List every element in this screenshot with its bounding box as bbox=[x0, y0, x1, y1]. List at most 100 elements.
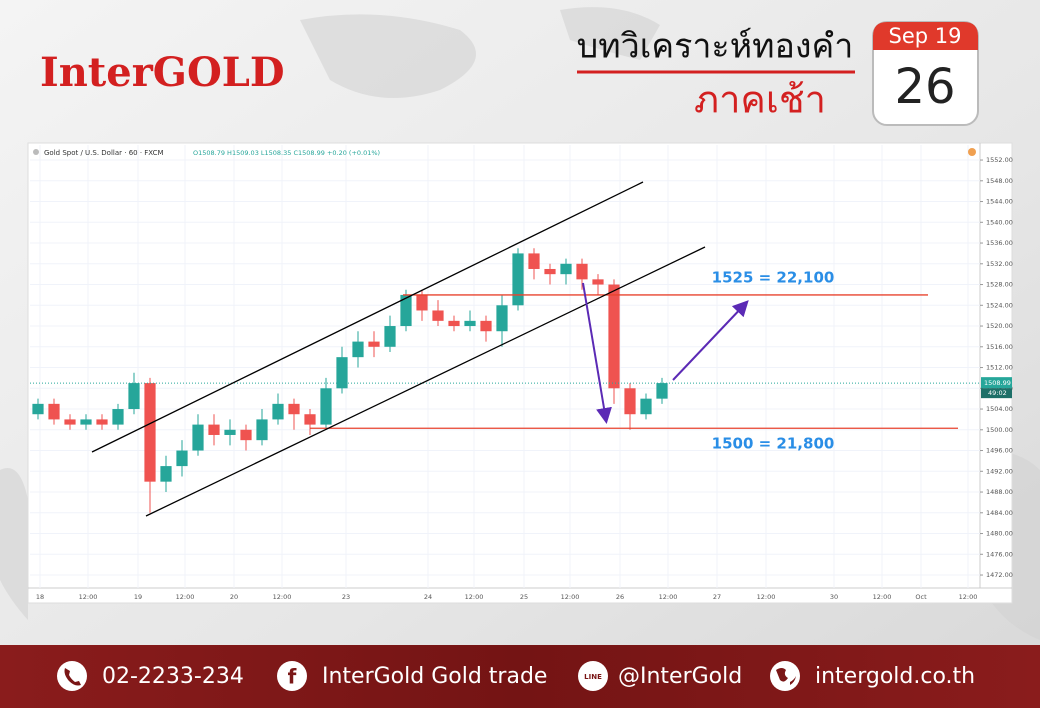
x-tick-label: 23 bbox=[342, 593, 350, 601]
footer-bar bbox=[0, 645, 1040, 708]
settings-dot bbox=[968, 148, 976, 156]
candle-body bbox=[320, 388, 332, 425]
candle-body bbox=[560, 263, 572, 275]
x-tick-label: 12:00 bbox=[79, 593, 98, 601]
candle-body bbox=[544, 268, 556, 275]
x-tick-label: 12:00 bbox=[176, 593, 195, 601]
candle-body bbox=[240, 429, 252, 441]
y-tick-label: 1528.00 bbox=[986, 281, 1013, 289]
phone-glyph bbox=[64, 668, 81, 686]
x-tick-label: 26 bbox=[616, 593, 624, 601]
grid bbox=[30, 145, 980, 588]
candle-body bbox=[304, 414, 316, 425]
y-tick-label: 1492.00 bbox=[986, 467, 1013, 475]
facebook-glyph: f bbox=[288, 665, 297, 689]
arrow-down bbox=[582, 282, 612, 424]
candle-body bbox=[496, 305, 508, 332]
channel-lower bbox=[145, 246, 706, 517]
footer-line: @InterGold bbox=[618, 664, 742, 689]
y-tick-label: 1512.00 bbox=[986, 364, 1013, 372]
candle-body bbox=[176, 450, 188, 467]
y-tick-label: 1484.00 bbox=[986, 509, 1013, 517]
candle-body bbox=[640, 398, 652, 415]
candle-body bbox=[144, 383, 156, 482]
candle-body bbox=[256, 419, 268, 441]
y-tick-label: 1524.00 bbox=[986, 301, 1013, 309]
candle-body bbox=[416, 294, 428, 311]
y-tick-label: 1532.00 bbox=[986, 260, 1013, 268]
level-label: 1525 = 22,100 bbox=[712, 268, 835, 286]
x-tick-label: 24 bbox=[424, 593, 432, 601]
last-price-box bbox=[981, 377, 1012, 389]
x-tick-label: 30 bbox=[830, 593, 838, 601]
y-tick-label: 1520.00 bbox=[986, 322, 1013, 330]
calendar-day: 26 bbox=[894, 59, 955, 115]
candle-body bbox=[400, 294, 412, 327]
candle-body bbox=[384, 326, 396, 347]
candle-body bbox=[272, 403, 284, 420]
chart-title: Gold Spot / U.S. Dollar · 60 · FXCM bbox=[44, 149, 164, 157]
y-tick-label: 1480.00 bbox=[986, 530, 1013, 538]
countdown-label: 49:02 bbox=[988, 389, 1007, 397]
y-tick-label: 1548.00 bbox=[986, 177, 1013, 185]
x-tick-label: 12:00 bbox=[959, 593, 978, 601]
x-tick-label: 19 bbox=[134, 593, 142, 601]
candle-body bbox=[656, 383, 668, 399]
plot: 1525 = 22,100 1500 = 21,800 bbox=[30, 248, 980, 513]
y-tick-label: 1552.00 bbox=[986, 156, 1013, 164]
candle-body bbox=[576, 263, 588, 280]
logo: InterGOLD bbox=[40, 49, 285, 96]
y-tick-label: 1476.00 bbox=[986, 550, 1013, 558]
x-tick-label: 12:00 bbox=[465, 593, 484, 601]
y-tick-label: 1544.00 bbox=[986, 198, 1013, 206]
footer-facebook: InterGold Gold trade bbox=[322, 664, 547, 689]
y-tick-label: 1472.00 bbox=[986, 571, 1013, 579]
candle-body bbox=[208, 424, 220, 435]
arrow-up bbox=[672, 300, 749, 381]
x-tick-label: 27 bbox=[713, 593, 721, 601]
x-tick-label: Oct bbox=[915, 593, 927, 601]
candle-body bbox=[432, 310, 444, 321]
candle-body bbox=[96, 419, 108, 425]
candle-body bbox=[448, 320, 460, 327]
y-tick-label: 1504.00 bbox=[986, 405, 1013, 413]
channel-upper bbox=[91, 181, 644, 453]
candle-body bbox=[160, 466, 172, 482]
y-tick-label: 1500.00 bbox=[986, 426, 1013, 434]
candle-body bbox=[480, 320, 492, 332]
candle-body bbox=[624, 388, 636, 415]
countdown-box bbox=[981, 388, 1012, 399]
phone-icon bbox=[57, 661, 87, 691]
candle-body bbox=[224, 429, 236, 435]
calendar-month: Sep 19 bbox=[889, 24, 962, 48]
candle-body bbox=[128, 383, 140, 410]
candle-body bbox=[32, 403, 44, 415]
facebook-icon bbox=[277, 661, 307, 691]
last-price-label: 1508.99 bbox=[984, 379, 1011, 387]
y-tick-label: 1536.00 bbox=[986, 239, 1013, 247]
candle-body bbox=[512, 253, 524, 306]
line-glyph: LINE bbox=[584, 673, 602, 681]
ohlc-summary: O1508.79 H1509.03 L1508.35 C1508.99 +0.2… bbox=[193, 149, 380, 157]
x-tick-label: 18 bbox=[36, 593, 44, 601]
candle-body bbox=[464, 320, 476, 327]
title: บทวิเคราะห์ทองคำ bbox=[577, 27, 854, 67]
footer-phone: 02-2233-234 bbox=[102, 664, 244, 689]
x-tick-label: 12:00 bbox=[659, 593, 678, 601]
y-tick-label: 1488.00 bbox=[986, 488, 1013, 496]
line-icon bbox=[578, 661, 608, 691]
candle-body bbox=[352, 341, 364, 358]
x-tick-label: 12:00 bbox=[873, 593, 892, 601]
candle-body bbox=[112, 409, 124, 425]
calendar-top bbox=[873, 22, 978, 50]
footer-website: intergold.co.th bbox=[815, 664, 975, 689]
candle-body bbox=[288, 403, 300, 415]
candle-body bbox=[608, 284, 620, 389]
candle-body bbox=[336, 357, 348, 389]
x-tick-label: 25 bbox=[520, 593, 528, 601]
subtitle: ภาคเช้า bbox=[694, 78, 826, 122]
candle-body bbox=[64, 419, 76, 425]
candle-body bbox=[592, 279, 604, 285]
candle-body bbox=[528, 253, 540, 269]
